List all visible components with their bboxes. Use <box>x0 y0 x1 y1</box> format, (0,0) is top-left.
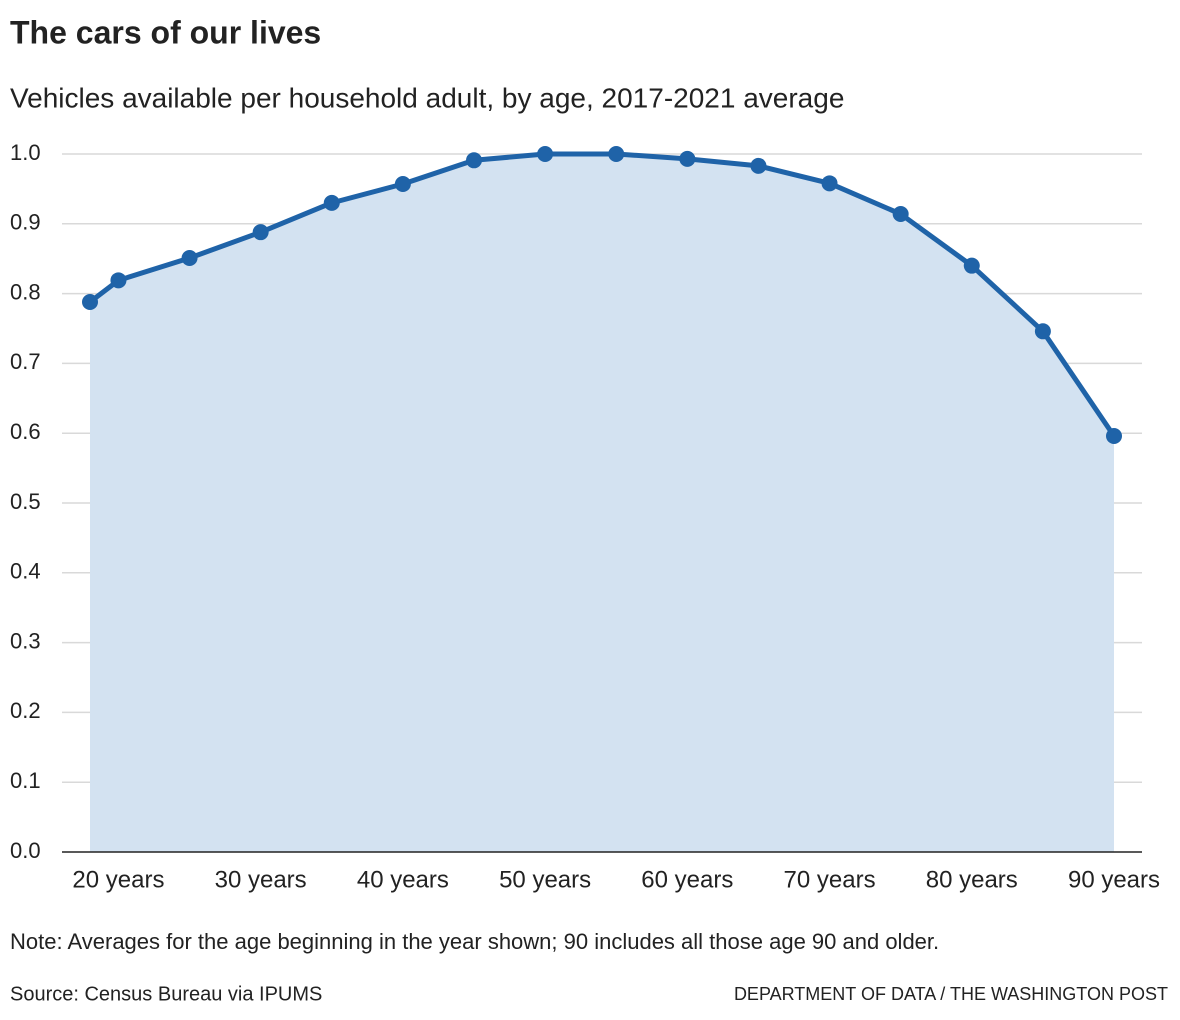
point <box>679 150 696 167</box>
y-tick-label: 0.0 <box>10 838 41 863</box>
area <box>90 154 1114 852</box>
y-tick-label: 0.9 <box>10 210 41 235</box>
y-tick-label: 0.8 <box>10 279 41 304</box>
point <box>82 293 98 310</box>
point <box>608 146 625 162</box>
y-tick-label: 0.2 <box>10 698 41 723</box>
x-tick-label: 40 years <box>357 866 449 893</box>
y-tick-label: 0.1 <box>10 768 41 793</box>
point <box>963 257 980 274</box>
x-tick-label: 30 years <box>215 866 307 893</box>
point <box>252 224 269 241</box>
y-tick-label: 0.5 <box>10 489 41 514</box>
line <box>88 151 1117 438</box>
y-tick-label: 0.4 <box>10 559 41 584</box>
x-tick-label: 50 years <box>499 866 591 893</box>
point <box>394 176 411 193</box>
x-tick-label: 20 years <box>72 866 164 893</box>
x-tick-label: 90 years <box>1068 866 1160 893</box>
point <box>750 157 767 174</box>
point <box>323 194 340 211</box>
credit: DEPARTMENT OF DATA / THE WASHINGTON POST <box>734 984 1168 1004</box>
x-tick-label: 60 years <box>641 866 733 893</box>
point <box>821 175 838 192</box>
chart-subtitle: Vehicles available per household adult, … <box>10 82 844 113</box>
y-tick-label: 0.6 <box>10 419 41 444</box>
note: Note: Averages for the age beginning in … <box>10 929 939 954</box>
y-tick-label: 0.7 <box>10 349 41 374</box>
point <box>1034 323 1051 340</box>
x-tick-label: 70 years <box>784 866 876 893</box>
point <box>1106 427 1122 444</box>
point <box>466 152 482 169</box>
x-tick-label: 80 years <box>926 866 1018 893</box>
chart-title: The cars of our lives <box>10 14 321 50</box>
y-tick-label: 1.0 <box>10 140 41 165</box>
y-tick-label: 0.3 <box>10 628 41 653</box>
source: Source: Census Bureau via IPUMS <box>10 983 322 1005</box>
point <box>892 206 909 223</box>
point <box>110 272 127 289</box>
point <box>537 146 554 162</box>
point <box>181 250 198 267</box>
